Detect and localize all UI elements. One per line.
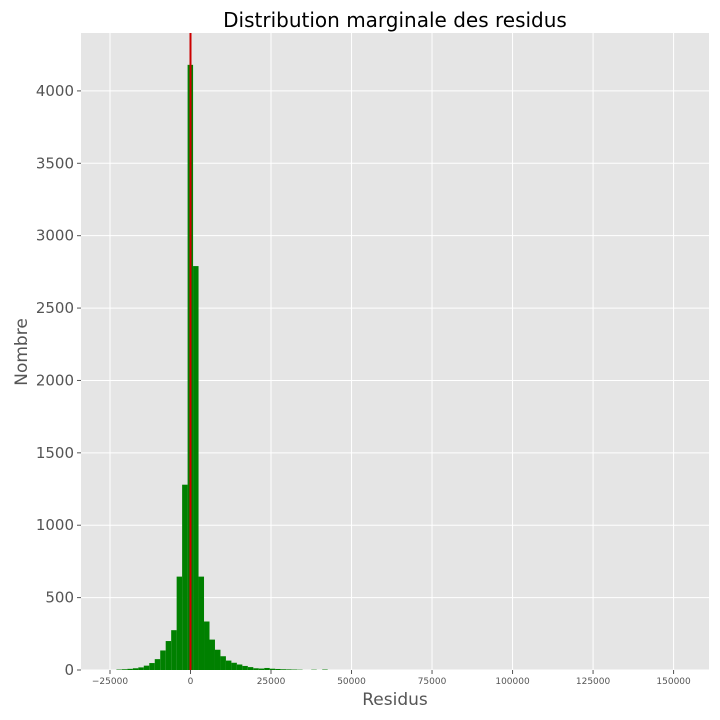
x-tick-label: 50000 xyxy=(337,677,366,687)
x-tick-label: 150000 xyxy=(656,677,691,687)
y-tick-label: 1000 xyxy=(36,516,74,534)
x-axis-label: Residus xyxy=(362,690,428,710)
histogram-bar xyxy=(225,660,232,670)
y-tick-label: 500 xyxy=(45,589,74,607)
y-tick-label: 3000 xyxy=(36,227,74,245)
histogram-bar xyxy=(127,668,133,670)
histogram-bar xyxy=(132,668,139,670)
histogram-bar xyxy=(154,659,161,670)
histogram-bar xyxy=(204,621,210,670)
histogram-bar xyxy=(121,669,128,670)
histogram-bar xyxy=(165,641,172,670)
chart-title: Distribution marginale des residus xyxy=(223,8,567,32)
y-tick-label: 0 xyxy=(64,661,74,679)
histogram-bar xyxy=(253,668,259,670)
histogram-bar xyxy=(138,667,144,670)
x-axis-ticks: −25000 0 25000 50000 75000 100000 125000 150000 xyxy=(92,670,691,687)
y-axis-ticks: 0 500 1000 1500 2000 2500 3000 3500 4000 xyxy=(36,82,81,679)
y-tick-label: 4000 xyxy=(36,82,74,100)
y-tick-label: 2000 xyxy=(36,371,74,389)
histogram-bar xyxy=(171,630,177,670)
x-tick-label: 100000 xyxy=(495,677,530,687)
x-tick-label: 0 xyxy=(188,677,194,687)
histogram-bar xyxy=(220,656,226,670)
histogram-bar xyxy=(209,639,215,670)
histogram-bar xyxy=(176,576,183,670)
y-tick-label: 3500 xyxy=(36,154,74,172)
histogram-bar xyxy=(269,668,276,670)
x-tick-label: −25000 xyxy=(92,677,128,687)
histogram-bar xyxy=(193,266,199,670)
x-tick-label: 75000 xyxy=(418,677,447,687)
x-tick-label: 25000 xyxy=(257,677,286,687)
x-tick-label: 125000 xyxy=(576,677,611,687)
histogram-bar xyxy=(160,650,166,670)
histogram-bar xyxy=(275,668,281,670)
histogram-bar xyxy=(198,576,205,670)
histogram-bar xyxy=(280,669,287,670)
y-axis-label: Nombre xyxy=(12,318,32,386)
histogram-bar xyxy=(143,665,150,670)
histogram-bar xyxy=(247,667,254,670)
histogram-bar xyxy=(258,668,265,670)
histogram-bar xyxy=(149,663,155,670)
y-tick-label: 1500 xyxy=(36,444,74,462)
histogram-bar xyxy=(231,662,237,670)
histogram-bar xyxy=(236,664,243,670)
histogram-bar xyxy=(286,669,292,670)
histogram-bar xyxy=(214,649,221,670)
histogram-bar xyxy=(264,667,270,670)
plot-background xyxy=(81,33,709,670)
y-tick-label: 2500 xyxy=(36,299,74,317)
histogram-bar xyxy=(182,484,188,670)
histogram-bar xyxy=(242,665,248,670)
